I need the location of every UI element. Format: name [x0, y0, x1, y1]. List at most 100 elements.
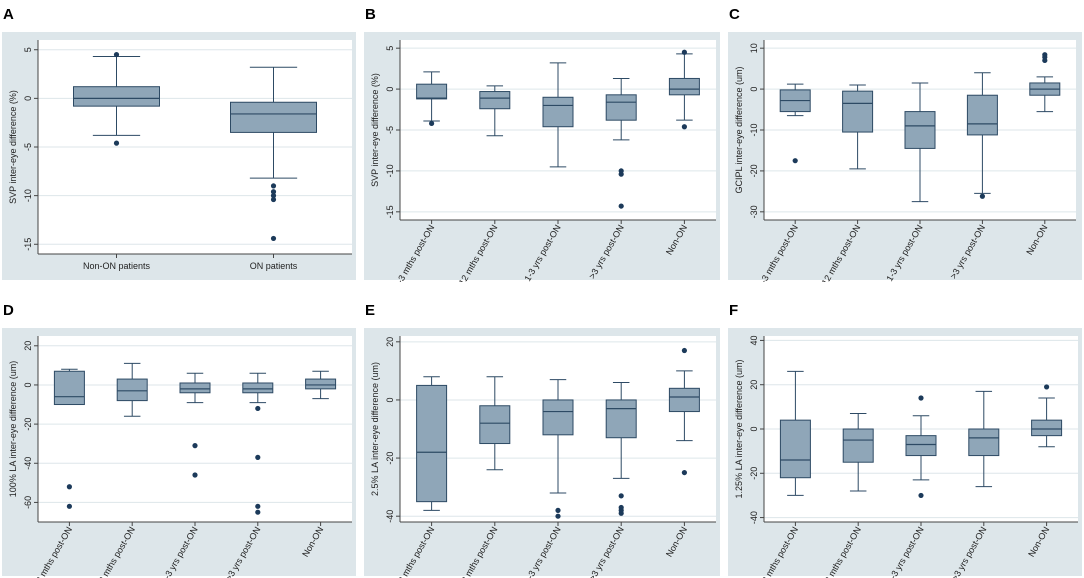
outlier-point — [270, 189, 277, 195]
box-2 — [230, 66, 317, 242]
box-4 — [242, 372, 274, 515]
outlier-point — [918, 492, 924, 499]
iqr-box — [668, 77, 700, 96]
chart-E: 20 0 -20 -40 2.5% LA inter-eye difference (u… — [364, 328, 720, 578]
box-3 — [904, 82, 936, 203]
y-tick-label: -15 — [385, 205, 395, 218]
iqr-box — [73, 86, 160, 107]
outlier-point — [1044, 384, 1050, 390]
y-tick-label: -30 — [749, 205, 759, 218]
outlier-point — [979, 193, 985, 199]
panel-letter-D: D — [3, 302, 14, 319]
outlier-point — [681, 124, 687, 130]
y-tick-label: 0 — [749, 87, 759, 92]
iqr-box — [542, 96, 574, 128]
box-4 — [605, 382, 637, 516]
iqr-box — [179, 382, 211, 394]
iqr-box — [542, 399, 574, 436]
box-2 — [479, 376, 511, 471]
outlier-point — [618, 510, 624, 516]
y-tick-label: 0 — [749, 426, 759, 431]
box-2 — [479, 85, 511, 137]
outlier-point — [618, 493, 624, 499]
panel-letter-B: B — [365, 6, 376, 23]
iqr-box — [242, 382, 274, 394]
outlier-point — [555, 513, 561, 519]
iqr-box — [116, 378, 148, 402]
box-4 — [968, 390, 1000, 488]
chart-C: 10 0 -10 -20 -30 GCIPL inter-eye difference (… — [728, 32, 1082, 282]
chart-D: 20 0 -20 -40 -60 100% LA inter-eye difference… — [2, 328, 356, 578]
y-tick-label: -40 — [385, 510, 395, 523]
iqr-box — [53, 370, 85, 406]
iqr-box — [479, 405, 511, 445]
outlier-point — [192, 472, 198, 478]
outlier-point — [555, 507, 561, 513]
outlier-point — [113, 140, 120, 146]
y-tick-label: -40 — [749, 511, 759, 524]
box-1 — [53, 368, 85, 509]
panel-F: F 40 20 0 -20 -40 1.25% LA inter-eye differen… — [726, 300, 1084, 578]
y-tick-label: 5 — [23, 47, 33, 52]
iqr-box — [416, 83, 448, 100]
box-1 — [779, 370, 811, 496]
box-3 — [905, 395, 937, 499]
iqr-box — [779, 419, 811, 479]
outlier-point — [918, 395, 924, 401]
y-tick-label: 0 — [23, 382, 33, 387]
y-tick-label: -10 — [749, 123, 759, 136]
y-tick-label: -20 — [385, 452, 395, 465]
iqr-box — [904, 111, 936, 149]
box-1 — [416, 71, 448, 127]
outlier-point — [1042, 52, 1048, 58]
panel-letter-F: F — [729, 302, 739, 319]
iqr-box — [842, 90, 874, 133]
box-5 — [668, 49, 700, 130]
outlier-point — [270, 193, 277, 199]
outlier-point — [192, 443, 198, 449]
iqr-box — [305, 378, 337, 390]
y-tick-label: 10 — [749, 43, 759, 53]
panel-letter-C: C — [729, 6, 740, 23]
chart-A: 5 0 -5 -10 -15 SVP inter-eye difference (%) No… — [2, 32, 356, 280]
y-axis-label: 1.25% LA inter-eye difference (um) — [734, 360, 744, 499]
y-tick-label: 5 — [385, 46, 395, 51]
box-3 — [542, 379, 574, 519]
box-2 — [116, 362, 148, 417]
x-tick-label: Non-ON patients — [83, 261, 151, 271]
y-tick-label: -5 — [23, 143, 33, 151]
outlier-point — [270, 183, 277, 189]
iqr-box — [1031, 419, 1063, 437]
y-tick-label: 0 — [385, 397, 395, 402]
iqr-box — [905, 435, 937, 457]
outlier-point — [681, 347, 687, 354]
box-2 — [842, 84, 874, 170]
panel-A: A 5 0 -5 -10 -15 SVP inter-eye difference (%)… — [0, 4, 358, 282]
y-tick-label: -15 — [23, 238, 33, 251]
panel-letter-A: A — [3, 6, 14, 23]
y-tick-label: -60 — [23, 496, 33, 509]
y-axis-label: GCIPL inter-eye difference (um) — [734, 66, 744, 193]
y-tick-label: -20 — [749, 164, 759, 177]
box-5 — [1029, 52, 1061, 113]
x-tick-label: ON patients — [250, 261, 298, 271]
box-1 — [73, 51, 160, 146]
box-5 — [305, 370, 337, 400]
outlier-point — [66, 484, 72, 490]
plot-area — [38, 336, 352, 522]
y-tick-label: 20 — [385, 337, 395, 347]
y-tick-label: 20 — [749, 380, 759, 390]
y-tick-label: 0 — [385, 87, 395, 92]
outlier-point — [681, 469, 687, 476]
outlier-point — [618, 203, 624, 209]
y-tick-label: -10 — [23, 189, 33, 202]
iqr-box — [605, 94, 637, 121]
box-1 — [779, 83, 811, 164]
outlier-point — [255, 454, 261, 460]
outlier-point — [66, 503, 72, 509]
iqr-box — [605, 399, 637, 439]
panel-E: E 20 0 -20 -40 2.5% LA inter-eye difference … — [362, 300, 722, 578]
outlier-point — [255, 503, 261, 509]
box-1 — [416, 376, 448, 511]
